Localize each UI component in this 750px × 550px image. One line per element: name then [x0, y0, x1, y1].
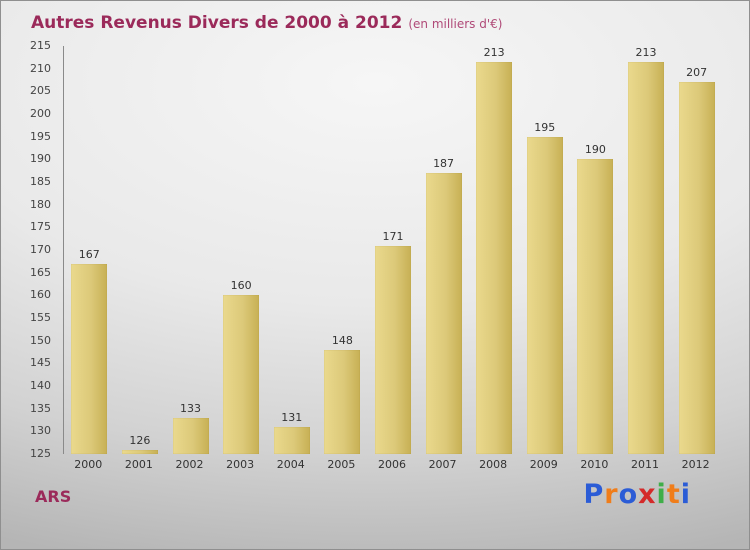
bar	[374, 245, 411, 454]
bar-value-label: 133	[180, 401, 202, 415]
bar	[577, 159, 614, 454]
x-axis-tick-label: 2010	[580, 458, 609, 471]
chart-header: Autres Revenus Divers de 2000 à 2012 (en …	[31, 13, 502, 33]
chart-title: Autres Revenus Divers de 2000 à 2012	[31, 13, 403, 33]
bar	[526, 136, 563, 454]
logo-letter: t	[666, 479, 681, 510]
bar-value-label: 213	[483, 46, 505, 59]
x-axis-tick-label: 2012	[681, 458, 710, 471]
x-axis-tick-label: 2003	[226, 458, 255, 471]
x-axis-tick-label: 2000	[74, 458, 103, 471]
y-axis-tick-label: 165	[30, 265, 51, 279]
bar	[425, 172, 462, 454]
y-axis-tick-label: 175	[30, 220, 51, 234]
y-axis-tick-label: 130	[30, 424, 51, 438]
y-axis-tick-label: 145	[30, 356, 51, 370]
plot-area: 167 126 133 160 131 148 171 187 213 195 190 213 207	[63, 46, 722, 454]
logo-letter: o	[618, 479, 639, 510]
bar-value-label: 148	[331, 333, 353, 347]
y-axis-tick-label: 125	[30, 447, 51, 460]
org-label: ARS	[35, 487, 72, 506]
y-axis-tick-label: 160	[30, 288, 51, 302]
bar-slot: 167	[64, 46, 115, 454]
x-axis-tick-label: 2009	[529, 458, 558, 471]
y-axis-tick-label: 155	[30, 311, 51, 324]
y-axis-tick-label: 170	[30, 243, 51, 256]
x-axis-tick-label: 2004	[276, 458, 305, 471]
y-axis-tick-label: 205	[30, 84, 51, 98]
logo-letter: i	[680, 479, 691, 510]
bar-value-label: 126	[129, 433, 151, 447]
logo-letter: r	[604, 479, 619, 510]
proxiti-logo[interactable]: Proxiti	[583, 479, 691, 510]
x-axis: 2000 2001 2002 2003 2004 2005 2006 2007 2008 2009…	[63, 458, 721, 471]
bar	[324, 349, 361, 454]
bar-value-label: 171	[382, 229, 404, 243]
chart-subtitle: (en milliers d'€)	[408, 17, 503, 31]
bar	[71, 263, 108, 454]
bar	[172, 417, 209, 454]
bar-value-label: 131	[281, 410, 303, 424]
bar	[628, 62, 664, 454]
bar	[678, 82, 715, 454]
bar-value-label: 167	[78, 247, 100, 261]
x-axis-tick-label: 2011	[631, 458, 659, 471]
bar-slot: 148	[317, 46, 368, 454]
bar-slot: 207	[671, 46, 722, 454]
bar-value-label: 190	[584, 143, 606, 157]
y-axis-tick-label: 215	[30, 39, 51, 52]
y-axis-tick-label: 185	[30, 175, 51, 188]
y-axis-tick-label: 210	[30, 61, 51, 75]
bar-slot: 213	[621, 46, 672, 454]
logo-letter: P	[583, 479, 605, 510]
x-axis-tick-label: 2001	[124, 458, 153, 471]
bar-value-label: 207	[686, 66, 708, 80]
bar-value-label: 195	[534, 120, 556, 134]
bar	[223, 295, 260, 454]
x-axis-tick-label: 2005	[327, 458, 356, 471]
bar-slot: 171	[368, 46, 419, 454]
bar-slot: 131	[266, 46, 317, 454]
bar-value-label: 160	[230, 279, 252, 293]
y-axis-tick-label: 195	[30, 129, 51, 143]
logo-letter: x	[638, 479, 657, 510]
bar-slot: 213	[469, 46, 520, 454]
bar-slot: 133	[165, 46, 216, 454]
x-axis-tick-label: 2007	[428, 458, 457, 471]
bar-slot: 190	[570, 46, 621, 454]
bar	[273, 426, 310, 454]
y-axis-tick-label: 190	[30, 152, 51, 166]
bar-value-label: 187	[433, 156, 455, 170]
x-axis-tick-label: 2002	[175, 458, 204, 471]
bar	[476, 62, 513, 454]
bar-slot: 187	[418, 46, 469, 454]
y-axis-tick-label: 150	[30, 333, 51, 347]
bar-slot: 126	[115, 46, 166, 454]
bar-value-label: 213	[635, 46, 657, 59]
y-axis: 125 130 135 140 145 150 155 160 165 170 175 180 185 1…	[1, 39, 57, 460]
logo-letter: i	[656, 479, 667, 510]
bar	[121, 449, 158, 454]
y-axis-tick-label: 200	[30, 107, 51, 120]
y-axis-tick-label: 135	[30, 401, 51, 415]
y-axis-tick-label: 140	[30, 379, 51, 392]
x-axis-tick-label: 2008	[479, 458, 508, 471]
bar-slot: 160	[216, 46, 267, 454]
x-axis-tick-label: 2006	[377, 458, 406, 471]
y-axis-tick-label: 180	[30, 197, 51, 211]
bar-slot: 195	[519, 46, 570, 454]
